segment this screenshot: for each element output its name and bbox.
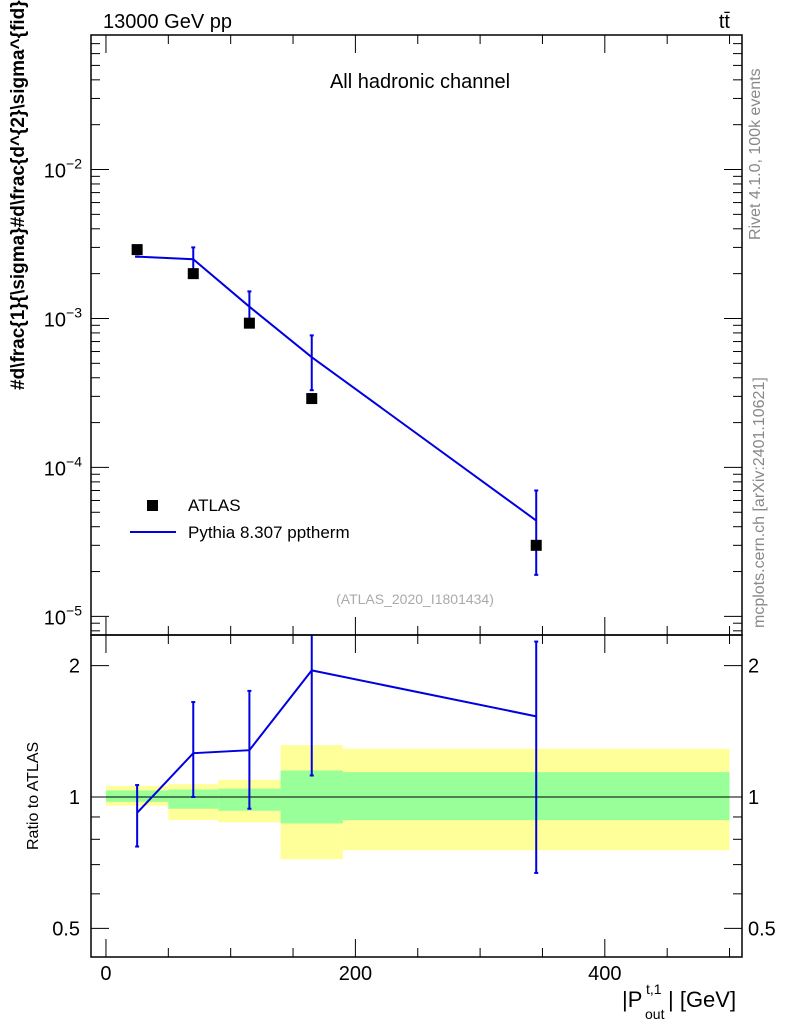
main-y-tick-label: 10−4 xyxy=(44,453,82,480)
atlas-data-point xyxy=(187,268,199,280)
ratio-y-tick-label-right: 1 xyxy=(748,787,759,809)
main-frame xyxy=(90,34,743,636)
ratio-y-axis: 0.5 0.5 1 1 2 2 xyxy=(52,656,776,941)
atlas-data-point xyxy=(530,539,542,551)
ratio-y-axis-label: Ratio to ATLAS xyxy=(25,742,42,850)
main-y-tick-label: 10−5 xyxy=(44,602,82,629)
atlas-data-point xyxy=(306,393,318,405)
x-axis-label-sub: out xyxy=(645,1006,665,1022)
legend-atlas-label: ATLAS xyxy=(188,496,241,515)
process-label: tt̄ xyxy=(719,11,731,33)
legend-atlas-marker xyxy=(147,500,158,511)
ratio-uncertainty-bands xyxy=(105,745,730,860)
chart-title: All hadronic channel xyxy=(330,71,510,93)
ratio-y-tick-label-left: 1 xyxy=(69,787,80,809)
main-y-tick-label: 10−3 xyxy=(44,304,82,331)
atlas-data-point xyxy=(243,317,255,329)
ratio-frame xyxy=(90,634,743,958)
ratio-panel: 0.5 0.5 1 1 2 2 0 200 400 Ratio to ATLAS |P t,1… xyxy=(25,634,776,1022)
analysis-watermark: (ATLAS_2020_I1801434) xyxy=(336,591,494,607)
ratio-y-tick-label-right: 0.5 xyxy=(748,918,776,940)
legend: ATLAS Pythia 8.307 pptherm xyxy=(130,496,350,542)
ratio-x-tick-label: 0 xyxy=(100,963,111,985)
pythia-curve xyxy=(137,255,537,522)
mcplots-label: mcplots.cern.ch [arXiv:2401.10621] xyxy=(751,377,768,628)
energy-label: 13000 GeV pp xyxy=(103,11,232,33)
legend-pythia-label: Pythia 8.307 pptherm xyxy=(188,523,350,542)
main-x-ticks xyxy=(105,35,731,635)
ratio-y-tick-label-left: 2 xyxy=(69,656,80,678)
ratio-x-tick-label: 400 xyxy=(588,963,621,985)
main-y-tick-label: 10−2 xyxy=(44,156,82,183)
ratio-inner-band xyxy=(168,789,219,809)
main-marks xyxy=(131,244,542,576)
ratio-x-axis: 0 200 400 xyxy=(100,635,731,985)
main-y-axis: 10−5 10−4 10−3 10−2 xyxy=(44,34,742,632)
main-y-axis-label: #d\frac{1}{\sigma}#d\frac{d^{2}\sigma^{f… xyxy=(8,0,29,390)
ratio-y-tick-label-left: 0.5 xyxy=(52,918,80,940)
x-axis-label-tail: | [GeV] xyxy=(668,987,736,1012)
ratio-marks xyxy=(91,635,742,874)
x-axis-label-main: |P xyxy=(622,987,642,1012)
x-axis-label-sup: t,1 xyxy=(646,981,662,997)
ratio-x-tick-label: 200 xyxy=(339,963,372,985)
x-axis-label: |P t,1 out | [GeV] xyxy=(622,981,736,1022)
ratio-y-tick-label-right: 2 xyxy=(748,656,759,678)
atlas-data-point xyxy=(131,244,143,256)
rivet-version-label: Rivet 4.1.0, 100k events xyxy=(747,68,764,240)
main-panel: 10−5 10−4 10−3 10−2 All hadronic channel (A… xyxy=(8,0,743,636)
